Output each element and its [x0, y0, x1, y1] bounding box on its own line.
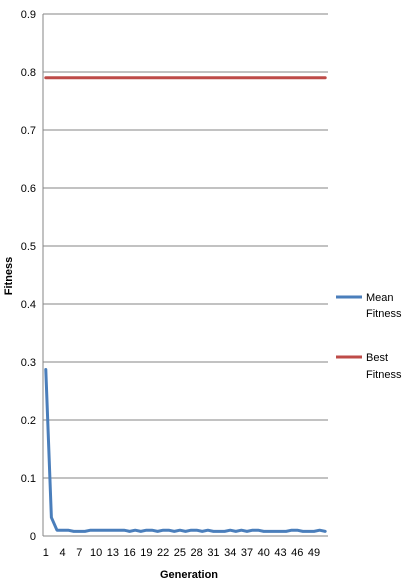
x-tick-label: 49: [308, 547, 320, 559]
legend-label-mean-line2: Fitness: [366, 308, 402, 320]
y-tick-label: 0.3: [21, 357, 36, 369]
x-axis-ticks: 1 4 7 10 13 16 19 22 25 28 31 34 37 40 43 46 49: [43, 547, 320, 559]
x-tick-label: 16: [123, 547, 135, 559]
x-tick-label: 40: [258, 547, 270, 559]
x-tick-label: 46: [291, 547, 303, 559]
x-tick-label: 13: [107, 547, 119, 559]
legend-label-mean-line1: Mean: [366, 292, 394, 304]
y-tick-label: 0.1: [21, 473, 36, 485]
legend-item-mean-fitness: Mean Fitness: [336, 292, 402, 320]
series-line-mean-fitness: [44, 368, 327, 533]
gridlines: [43, 13, 328, 479]
y-tick-label: 0.6: [21, 183, 36, 195]
x-axis-title: Generation: [160, 569, 218, 581]
x-tick-label: 7: [76, 547, 82, 559]
y-tick-label: 0.8: [21, 67, 36, 79]
x-tick-label: 43: [274, 547, 286, 559]
x-tick-label: 37: [241, 547, 253, 559]
legend: Mean Fitness Best Fitness: [336, 292, 402, 381]
legend-label-best-line2: Fitness: [366, 369, 402, 381]
y-tick-label: 0.4: [21, 299, 36, 311]
x-tick-label: 31: [207, 547, 219, 559]
x-tick-label: 19: [140, 547, 152, 559]
x-tick-label: 34: [224, 547, 236, 559]
x-tick-label: 25: [174, 547, 186, 559]
y-axis-title: Fitness: [3, 257, 15, 296]
x-tick-label: 1: [43, 547, 49, 559]
legend-item-best-fitness: Best Fitness: [336, 352, 402, 381]
x-tick-label: 10: [90, 547, 102, 559]
y-tick-label: 0: [30, 531, 36, 543]
y-tick-label: 0.5: [21, 241, 36, 253]
legend-label-best-line1: Best: [366, 352, 388, 364]
series-lines: [44, 76, 327, 533]
y-axis-ticks: 0 0.1 0.2 0.3 0.4 0.5 0.6 0.7 0.8 0.9: [21, 9, 36, 543]
x-tick-label: 22: [157, 547, 169, 559]
x-tick-label: 28: [191, 547, 203, 559]
y-tick-label: 0.9: [21, 9, 36, 21]
y-tick-label: 0.2: [21, 415, 36, 427]
y-tick-label: 0.7: [21, 125, 36, 137]
x-tick-label: 4: [59, 547, 65, 559]
